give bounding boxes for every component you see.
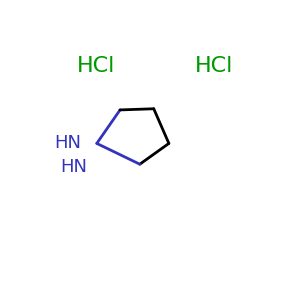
Text: HCl: HCl [195,56,233,76]
Text: HCl: HCl [76,56,115,76]
Text: HN: HN [60,158,87,175]
Text: HN: HN [54,134,81,152]
